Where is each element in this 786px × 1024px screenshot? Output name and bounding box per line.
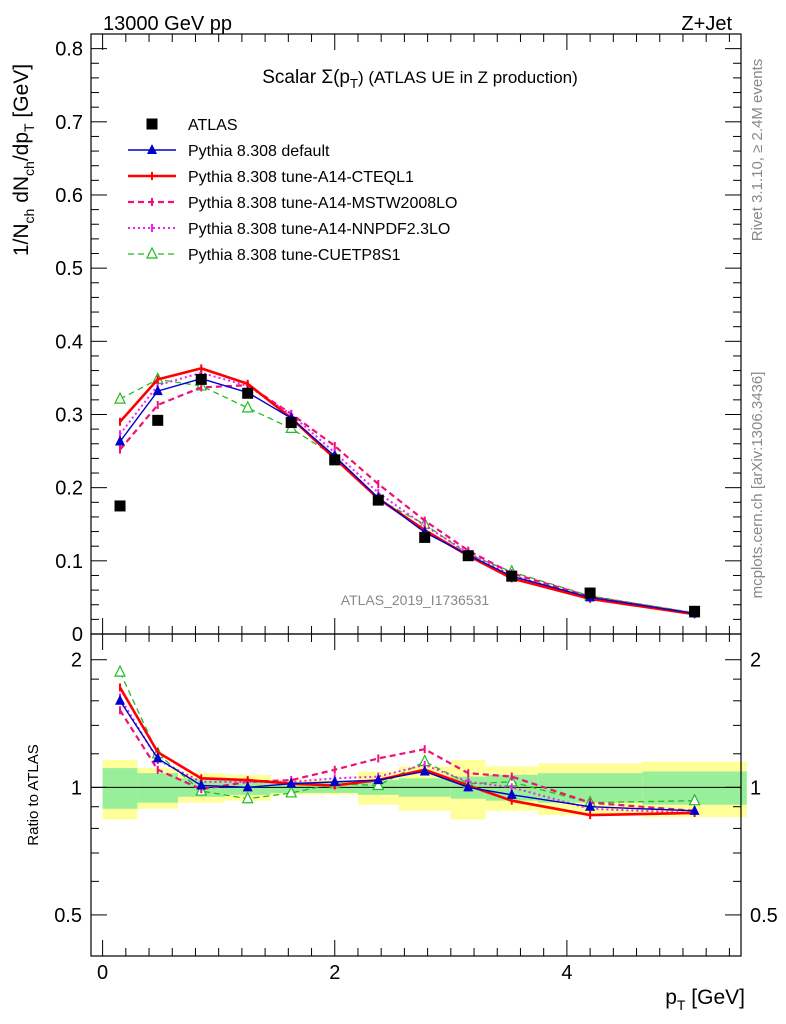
ratio-y-tick-label: 0.5	[54, 905, 82, 927]
ratio-line	[119, 696, 695, 814]
legend-label: Pythia 8.308 tune-A14-MSTW2008LO	[188, 195, 457, 212]
ratio-frame	[90, 633, 742, 957]
ratio-point	[373, 774, 384, 785]
legend-marker	[146, 246, 158, 259]
ratio-line	[119, 700, 695, 812]
ratio-y-tick-label-right: 0.5	[750, 905, 778, 927]
legend-entry-pythia-8-308-tune-cuetp8s1: Pythia 8.308 tune-CUETP8S1	[128, 246, 401, 264]
legend-entry-pythia-8-308-tune-a14-mstw2008lo: Pythia 8.308 tune-A14-MSTW2008LO	[128, 195, 457, 212]
series-line	[119, 371, 695, 616]
legend-label: ATLAS	[188, 117, 238, 134]
ratio-point	[241, 791, 254, 804]
series-line	[119, 377, 695, 615]
main-y-tick-label: 0.5	[55, 258, 83, 280]
stat-uncertainty-band	[137, 773, 179, 803]
ratio-point	[372, 778, 385, 791]
header-right: Z+Jet	[681, 13, 732, 35]
data-point	[115, 435, 126, 446]
ratio-y-tick-label-right: 1	[750, 777, 761, 799]
ratio-point	[114, 664, 126, 677]
data-point	[329, 454, 341, 466]
x-tick-label: 2	[329, 962, 340, 984]
data-point	[285, 417, 297, 429]
ratio-point	[688, 793, 701, 806]
series-pythia-8-308-tune-a14-mstw2008lo	[119, 381, 696, 618]
series-line	[119, 378, 695, 614]
ratio-pythia-8-308-default	[115, 694, 700, 815]
ratio-point	[285, 785, 298, 798]
x-tick-label: 0	[97, 962, 108, 984]
ratio-point	[286, 777, 297, 788]
data-point	[372, 494, 384, 506]
main-y-tick-label: 0.2	[55, 478, 83, 500]
main-y-tick-label: 0	[72, 624, 83, 646]
ratio-y-tick-label: 2	[71, 650, 82, 672]
data-point	[242, 387, 254, 399]
legend-entry-pythia-8-308-tune-a14-nnpdf2-3lo: Pythia 8.308 tune-A14-NNPDF2.3LO	[128, 221, 450, 238]
main-y-tick-label: 0.1	[55, 551, 83, 573]
data-point	[152, 385, 163, 396]
main-y-tick-label: 0.6	[55, 185, 83, 207]
legend-label: Pythia 8.308 tune-CUETP8S1	[188, 247, 401, 264]
ratio-series	[114, 664, 701, 820]
series-line	[119, 367, 695, 616]
ratio-y-tick-label-right: 2	[750, 650, 761, 672]
legend-marker	[147, 144, 157, 154]
series-pythia-8-308-default	[115, 372, 700, 618]
ratio-point	[689, 804, 700, 815]
main-y-axis-label: 1/Nch dNch/dpT [GeV]	[10, 64, 37, 256]
ratio-point	[419, 765, 430, 776]
data-point	[195, 373, 207, 385]
legend-entry-pythia-8-308-default: Pythia 8.308 default	[128, 143, 330, 160]
legend: ATLAS Pythia 8.308 default Pythia 8.308 tu…	[128, 117, 457, 264]
data-point	[506, 570, 518, 582]
watermark: ATLAS_2019_I1736531	[341, 592, 490, 608]
data-point	[114, 500, 126, 512]
data-point	[419, 531, 431, 543]
rivet-label: Rivet 3.1.10, ≥ 2.4M events	[749, 59, 766, 242]
legend-entry-atlas: ATLAS	[146, 117, 238, 134]
main-y-tick-label: 0.3	[55, 404, 83, 426]
legend-label: Pythia 8.308 default	[188, 143, 330, 160]
mcplots-label: mcplots.cern.ch [arXiv:1306.3436]	[749, 372, 766, 599]
main-series	[114, 364, 701, 619]
ratio-point	[115, 694, 126, 705]
ratio-point	[196, 779, 207, 790]
series-pythia-8-308-tune-a14-nnpdf2-3lo	[119, 368, 696, 619]
stat-uncertainty-band	[102, 768, 138, 809]
series-pythia-8-308-tune-cuetp8s1	[114, 372, 701, 618]
data-point	[241, 400, 254, 413]
ratio-line	[119, 709, 695, 812]
data-point	[584, 587, 596, 599]
ratio-point	[463, 781, 474, 792]
data-point	[114, 391, 126, 404]
ratio-point	[242, 781, 253, 792]
main-y-tick-label: 0.8	[55, 39, 83, 61]
series-atlas	[114, 373, 701, 617]
legend-entry-pythia-8-308-tune-a14-cteql1: Pythia 8.308 tune-A14-CTEQL1	[128, 169, 414, 186]
ratio-point	[585, 800, 596, 811]
legend-label: Pythia 8.308 tune-A14-NNPDF2.3LO	[188, 221, 450, 238]
main-y-tick-label: 0.7	[55, 112, 83, 134]
data-point	[462, 550, 474, 562]
x-tick-label: 4	[561, 962, 572, 984]
ratio-point	[329, 775, 340, 786]
legend-label: Pythia 8.308 tune-A14-CTEQL1	[188, 169, 414, 186]
data-point	[152, 414, 164, 426]
ratio-line	[119, 671, 695, 804]
ratio-point	[152, 752, 163, 763]
x-axis-label: pT [GeV]	[665, 986, 745, 1013]
ratio-line	[118, 686, 695, 817]
data-point	[689, 605, 701, 617]
ratio-y-tick-label: 1	[71, 777, 82, 799]
legend-marker	[146, 118, 158, 130]
series-pythia-8-308-tune-a14-cteql1	[119, 364, 696, 619]
ratio-y-axis-label: Ratio to ATLAS	[25, 744, 42, 845]
ratio-point	[506, 788, 517, 799]
main-title: Scalar Σ(pT) (ATLAS UE in Z production)	[262, 67, 578, 91]
series-line	[119, 384, 695, 615]
main-y-tick-label: 0.4	[55, 331, 83, 353]
header-left: 13000 GeV pp	[103, 13, 232, 35]
